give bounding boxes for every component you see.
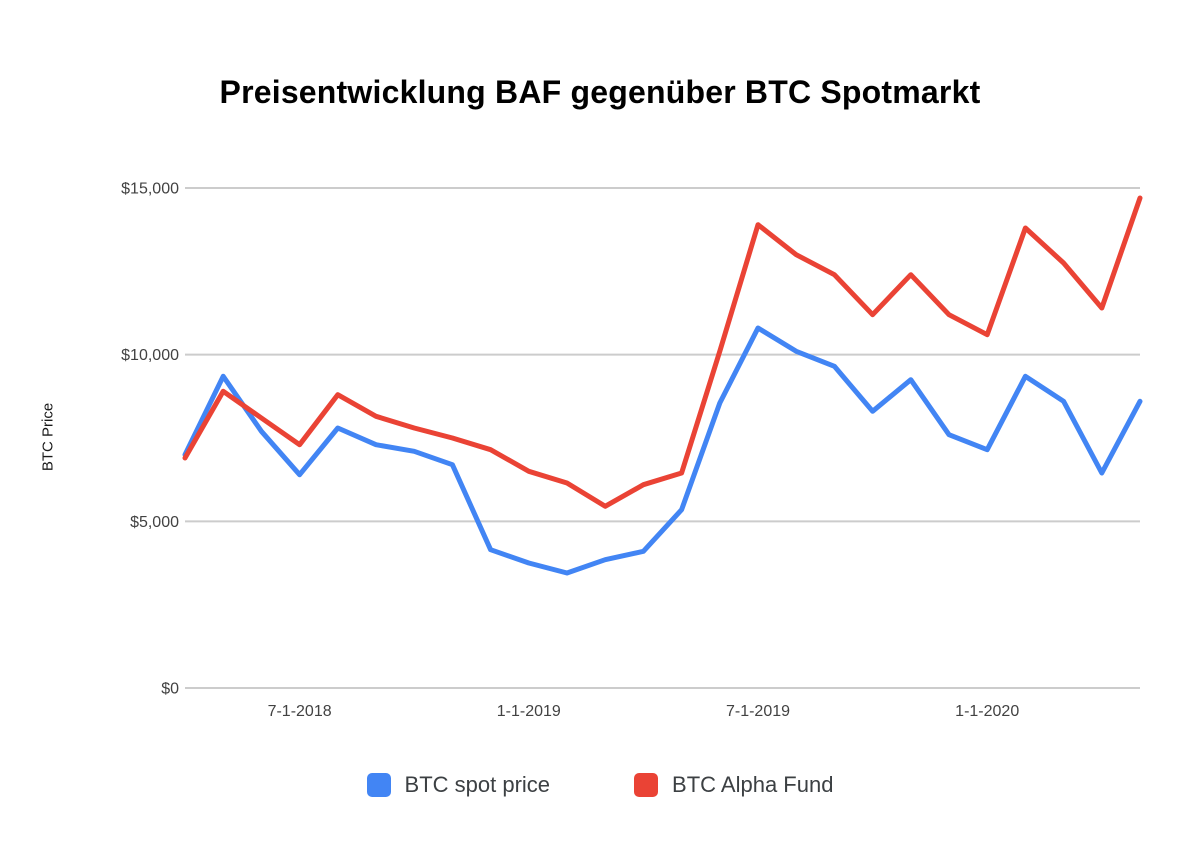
legend-label: BTC Alpha Fund xyxy=(672,772,834,797)
legend-label: BTC spot price xyxy=(404,772,551,797)
legend-swatch-icon xyxy=(634,773,659,797)
x-tick-label: 7-1-2019 xyxy=(726,703,790,720)
x-tick-label: 1-1-2020 xyxy=(955,703,1019,720)
y-tick-label: $0 xyxy=(161,681,179,698)
x-tick-label: 7-1-2018 xyxy=(268,703,332,720)
y-tick-label: $5,000 xyxy=(130,514,179,531)
series-line-btc-alpha-fund xyxy=(182,195,1143,509)
y-tick-label: $15,000 xyxy=(121,181,179,198)
legend-swatch-icon xyxy=(366,773,391,797)
series-line-btc-spot-price xyxy=(182,325,1143,576)
legend-item-btc-alpha-fund: BTC Alpha Fund xyxy=(634,772,833,798)
x-tick-label: 1-1-2019 xyxy=(497,703,561,720)
legend: BTC spot price BTC Alpha Fund xyxy=(0,772,1200,798)
y-tick-label: $10,000 xyxy=(121,347,179,364)
chart-title: Preisentwicklung BAF gegenüber BTC Spotm… xyxy=(219,74,981,110)
legend-item-btc-spot-price: BTC spot price xyxy=(366,772,551,798)
